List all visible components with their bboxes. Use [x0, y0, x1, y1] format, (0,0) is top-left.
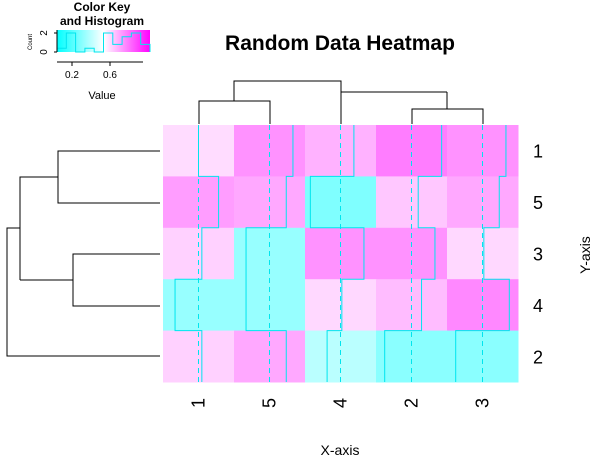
row-labels: 1 5 3 4 2 — [533, 142, 543, 368]
column-dendrogram — [198, 80, 484, 124]
column-labels: 1 5 4 2 3 — [189, 398, 493, 408]
col-dendro-branch — [233, 80, 342, 101]
row-label: 1 — [533, 142, 543, 162]
heatmap-cell — [234, 176, 306, 229]
row-dendro-branch — [57, 150, 160, 204]
trace-line — [309, 125, 365, 382]
trace-line — [174, 125, 220, 382]
column-label: 3 — [473, 398, 493, 408]
heatmap-cell — [376, 125, 448, 177]
trace-line — [384, 125, 443, 382]
color-key-xlabel: Value — [88, 90, 115, 102]
heatmap-cell — [376, 330, 448, 383]
column-label: 1 — [189, 398, 209, 408]
column-label: 2 — [402, 398, 422, 408]
row-label: 5 — [533, 193, 543, 213]
color-key: Color Key and Histogram 0 2 Count 0.2 0.… — [28, 0, 151, 102]
row-label: 2 — [533, 347, 543, 367]
col-dendro-branch — [340, 91, 447, 124]
column-label: 5 — [260, 398, 280, 408]
heatmap-traces — [174, 125, 510, 382]
x-axis-label: X-axis — [321, 442, 360, 458]
row-label: 4 — [533, 296, 543, 316]
heatmap-cell — [447, 330, 519, 383]
col-dendro-branch — [198, 100, 271, 124]
heatmap-cell — [163, 176, 235, 229]
heatmap-cell — [305, 125, 377, 177]
row-dendro-branch — [6, 227, 160, 357]
row-dendro-branch — [19, 176, 58, 280]
heatmap-cell — [163, 330, 235, 383]
heatmap-cell — [234, 330, 306, 383]
heatmap-cell — [305, 176, 377, 229]
column-label: 4 — [331, 398, 351, 408]
chart-title: Random Data Heatmap — [225, 32, 455, 55]
color-key-y-tick-label: 0 — [39, 49, 50, 55]
row-label: 3 — [533, 245, 543, 265]
color-key-title-2: and Histogram — [60, 14, 144, 28]
color-key-x-tick-label: 0.6 — [103, 70, 117, 81]
row-dendro-branch — [72, 253, 160, 307]
col-dendro-branch — [411, 108, 484, 124]
heatmap-cell — [234, 125, 306, 177]
trace-line — [245, 125, 294, 382]
color-key-ylabel: Count — [28, 34, 34, 50]
trace-line — [455, 125, 510, 382]
color-key-histogram — [56, 32, 151, 53]
heatmap-cell — [305, 330, 377, 383]
heatmap-cell — [447, 125, 519, 177]
color-key-x-tick-label: 0.2 — [65, 70, 79, 81]
color-key-histogram-line — [56, 32, 151, 53]
heatmap-cell — [376, 176, 448, 229]
y-axis-label: Y-axis — [577, 236, 593, 274]
color-key-title-1: Color Key — [74, 0, 131, 14]
row-dendrogram — [6, 150, 160, 357]
color-key-y-tick-label: 2 — [39, 30, 50, 36]
heatmap-cell — [447, 176, 519, 229]
